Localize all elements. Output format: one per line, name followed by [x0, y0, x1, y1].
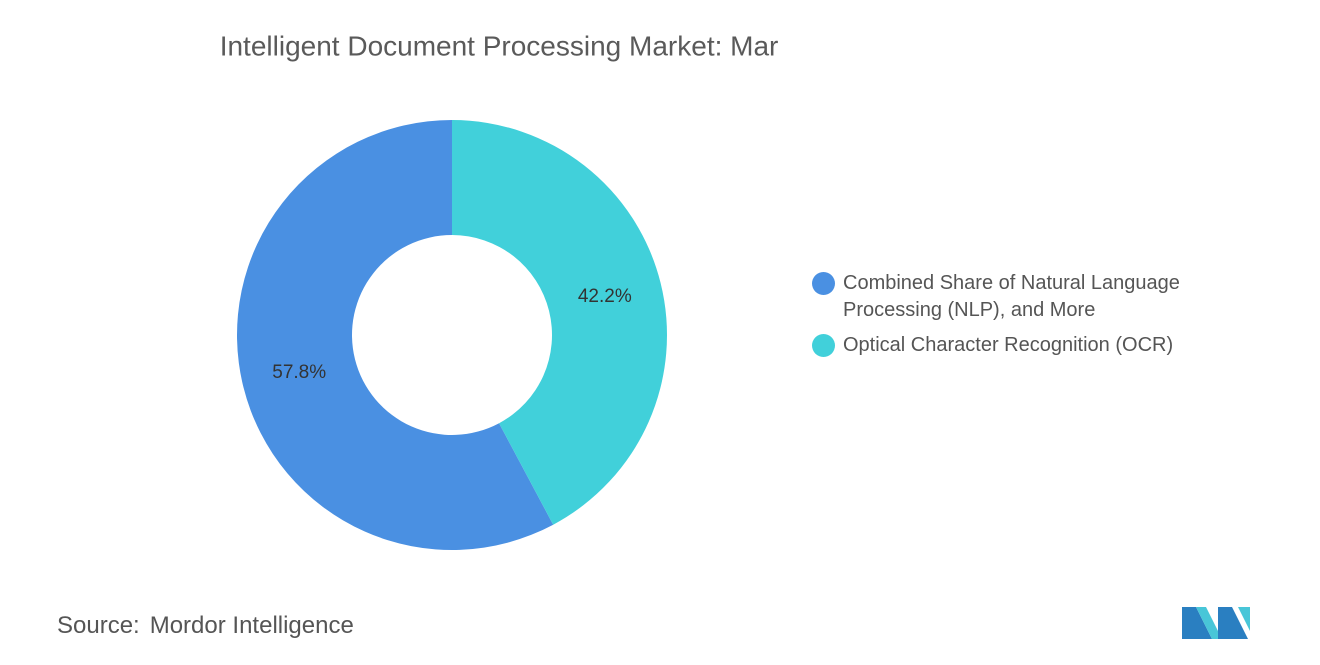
source-label: Source:: [57, 612, 140, 639]
legend: Combined Share of Natural Language Proce…: [812, 270, 1232, 367]
slice: [452, 120, 667, 525]
logo-shape: [1196, 607, 1222, 639]
logo-shape: [1218, 607, 1248, 639]
logo: [1182, 607, 1250, 639]
legend-item: Optical Character Recognition (OCR): [812, 332, 1232, 359]
logo-shape: [1182, 607, 1212, 639]
slice: [237, 120, 554, 550]
legend-label: Optical Character Recognition (OCR): [843, 334, 1174, 356]
legend-swatch: [812, 272, 835, 295]
legend-swatch: [812, 334, 835, 357]
chart-title: Intelligent Document Processing Market: …: [220, 30, 780, 61]
logo-shape: [1238, 607, 1250, 631]
legend-label: Combined Share of Natural Language Proce…: [843, 272, 1180, 321]
source-text: Mordor Intelligence: [149, 612, 354, 639]
value-label: 42.2%: [578, 286, 632, 307]
source: Source: Mordor Intelligence: [57, 612, 364, 640]
chart: Intelligent Document Processing Market: …: [220, 30, 780, 550]
value-label: 57.8%: [272, 362, 326, 383]
legend-item: Combined Share of Natural Language Proce…: [812, 270, 1232, 324]
